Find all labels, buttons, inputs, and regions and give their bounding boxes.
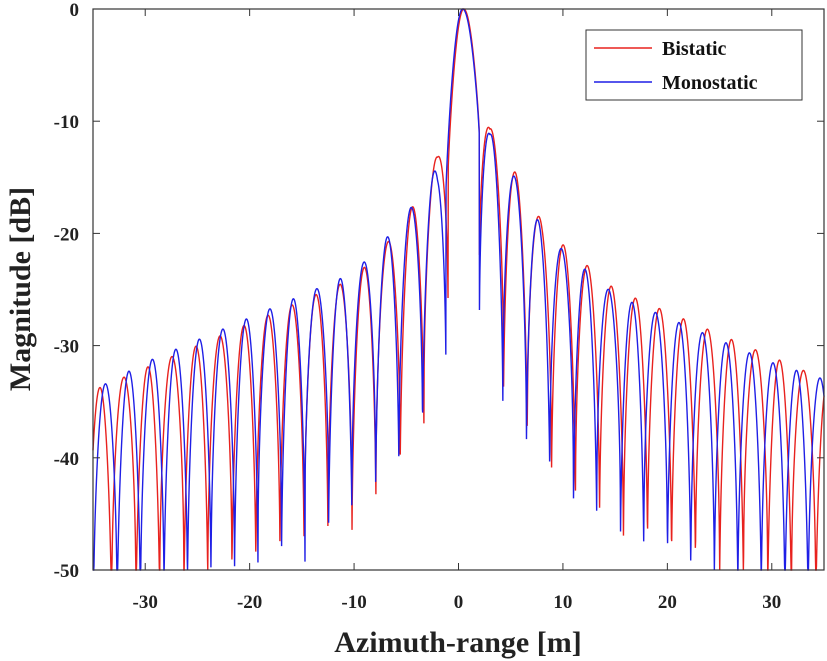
y-tick-label: -10 — [54, 112, 79, 133]
x-tick-label: 0 — [454, 592, 464, 613]
y-tick-label: -40 — [54, 449, 79, 470]
x-tick-label: -10 — [341, 592, 366, 613]
x-tick-label: -30 — [133, 592, 158, 613]
y-tick-label: -50 — [54, 561, 79, 582]
x-tick-label: 30 — [762, 592, 781, 613]
legend-label-bistatic: Bistatic — [662, 38, 727, 60]
series-line-bistatic — [92, 8, 825, 571]
y-tick-label: 0 — [70, 0, 80, 21]
x-tick-label: 20 — [658, 592, 677, 613]
series-line-monostatic — [93, 8, 825, 571]
plot-area — [93, 9, 824, 570]
legend-box — [585, 29, 803, 101]
series-layer — [92, 8, 825, 571]
y-tick-label: -30 — [54, 337, 79, 358]
x-tick-label: -20 — [237, 592, 262, 613]
legend-label-monostatic: Monostatic — [662, 72, 758, 94]
y-tick-label: -20 — [54, 224, 79, 245]
x-tick-label: 10 — [553, 592, 572, 613]
y-axis-title: Magnitude [dB] — [4, 187, 37, 391]
tick-layer: -30 -20 -10 0 10 20 30 0 -10 -20 -30 -40 -50 — [54, 0, 824, 613]
x-axis-title: Azimuth-range [m] — [334, 626, 581, 659]
legend: Bistatic Monostatic — [585, 29, 803, 101]
